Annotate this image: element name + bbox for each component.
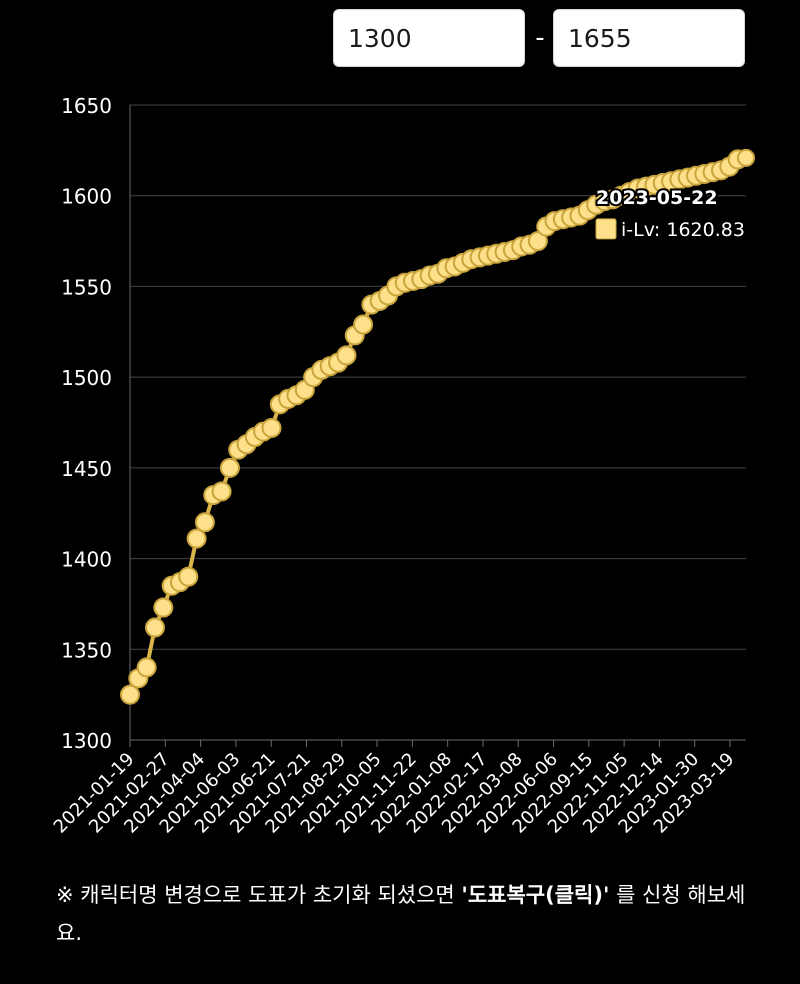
item-level-chart: 1650 1600 1550 1500 1450 1400 1350 1300 2021-01… [0,80,800,870]
y-tick-label: 1350 [61,638,112,662]
notice-text-suffix: 를 신청 해보세요. [56,883,746,945]
y-axis-tick-labels: 1650 1600 1550 1500 1450 1400 1350 1300 [61,94,112,753]
tooltip-legend-swatch [595,218,617,240]
data-point[interactable] [153,597,174,618]
data-point[interactable] [353,314,374,335]
notice-text-prefix: ※ 캐릭터명 변경으로 도표가 초기화 되셨으면 [56,883,462,907]
data-point[interactable] [336,345,357,366]
y-tick-label: 1650 [61,94,112,118]
chart-reset-notice: ※ 캐릭터명 변경으로 도표가 초기화 되셨으면 '도표복구(클릭)' 를 신청… [56,876,766,952]
range-min-input[interactable] [333,9,525,67]
data-point[interactable] [120,684,140,705]
data-point[interactable] [144,617,165,638]
y-tick-label: 1500 [61,366,112,390]
y-tick-label: 1600 [61,185,112,209]
data-point[interactable] [136,657,157,678]
data-point[interactable] [194,512,215,533]
range-max-input[interactable] [553,9,745,67]
data-point[interactable] [219,457,240,478]
series-points [120,148,755,705]
y-tick-label: 1550 [61,275,112,299]
tooltip-value: i-Lv: 1620.83 [621,219,745,241]
range-separator: - [535,23,545,53]
level-range-filter: - [332,9,746,69]
chart-restore-link[interactable]: '도표복구(클릭)' [461,883,610,907]
x-axis-tick-labels: 2021-01-192021-02-272021-04-042021-06-03… [50,749,739,838]
tooltip-date: 2023-05-22 [596,187,718,209]
y-tick-label: 1300 [61,729,112,753]
data-point[interactable] [178,566,199,587]
y-tick-label: 1450 [61,457,112,481]
data-point[interactable] [186,528,207,549]
data-point-highlighted[interactable] [737,148,755,167]
chart-tooltip: 2023-05-22 i-Lv: 1620.83 [594,185,747,243]
data-point[interactable] [261,417,282,438]
data-point[interactable] [211,481,232,502]
y-tick-label: 1400 [61,548,112,572]
line-chart-svg: 1650 1600 1550 1500 1450 1400 1350 1300 2021-01… [50,94,755,838]
axes [129,105,746,747]
